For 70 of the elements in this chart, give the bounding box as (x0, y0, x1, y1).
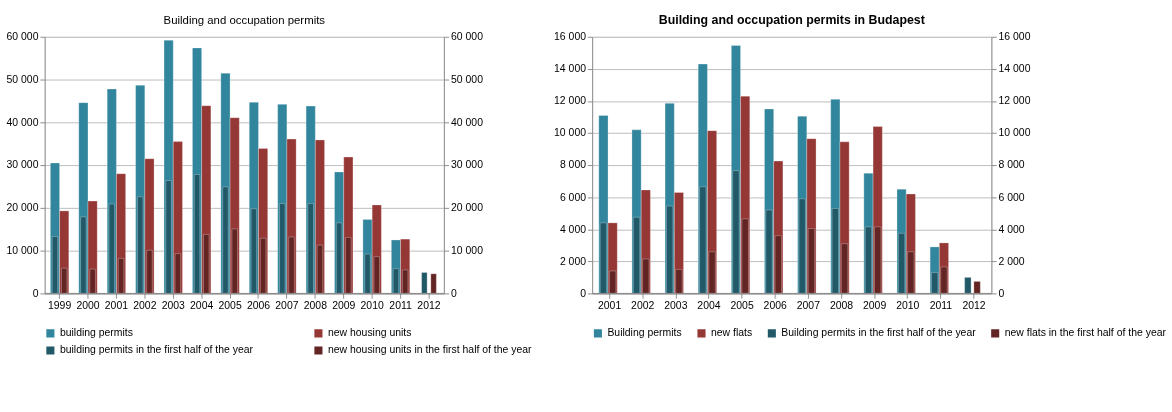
legend-label: building permits in the first half of the year (59, 344, 254, 356)
y2-tick-label: 50 000 (451, 73, 484, 85)
y2-tick-label: 30 000 (451, 159, 484, 171)
y2-tick-label: 0 (998, 287, 1005, 299)
y-tick-label: 16 000 (554, 31, 587, 43)
y-tick-label: 6 000 (559, 191, 587, 203)
x-tick-label: 2012 (962, 300, 986, 312)
x-tick-label: 2001 (104, 300, 129, 312)
legend-label: Building permits (607, 327, 682, 339)
x-tick-label: 2004 (190, 300, 214, 312)
y-tick-label: 14 000 (554, 63, 587, 75)
legend-label: new flats (710, 327, 753, 339)
y2-tick-label: 14 000 (998, 63, 1031, 75)
x-tick-label: 2008 (829, 300, 854, 312)
x-tick-label: 2005 (218, 300, 242, 312)
y-tick-label: 0 (580, 287, 587, 299)
y-tick-label: 12 000 (554, 95, 587, 107)
x-tick-label: 2002 (133, 300, 157, 312)
x-tick-label: 2006 (246, 300, 271, 312)
chart-title: Building and occupation permits (163, 14, 326, 27)
x-tick-label: 2007 (796, 300, 821, 312)
bar (421, 272, 428, 294)
y2-tick-label: 10 000 (451, 244, 484, 256)
x-tick-label: 2011 (389, 300, 412, 312)
x-tick-label: 2010 (360, 300, 384, 312)
chart-title: Building and occupation permits in Budapest (658, 13, 925, 28)
y2-tick-label: 10 000 (998, 127, 1031, 139)
legend-label: new flats in the first half of the year (1004, 327, 1167, 339)
x-tick-label: 2012 (417, 300, 441, 312)
x-tick-label: 1999 (47, 300, 72, 312)
legend-label: new housing units (327, 327, 412, 339)
y-tick-label: 20 000 (6, 202, 39, 214)
y-tick-label: 0 (32, 287, 39, 299)
y-tick-label: 8 000 (559, 159, 587, 171)
x-tick-label: 2007 (275, 300, 299, 312)
x-tick-label: 2008 (303, 300, 328, 312)
y-tick-label: 2 000 (559, 255, 587, 267)
y-tick-label: 4 000 (559, 223, 587, 235)
y2-tick-label: 0 (451, 287, 458, 299)
legend-label: building permits (59, 327, 133, 339)
y2-tick-label: 20 000 (451, 202, 484, 214)
y2-tick-label: 4 000 (998, 223, 1025, 235)
y-tick-label: 30 000 (6, 159, 39, 171)
bar (430, 273, 437, 294)
y-tick-label: 50 000 (6, 73, 39, 85)
y2-tick-label: 16 000 (998, 31, 1031, 43)
x-tick-label: 2003 (161, 300, 186, 312)
legend-label: Building permits in the first half of the year (781, 327, 977, 339)
x-tick-label: 2006 (763, 300, 788, 312)
y2-tick-label: 40 000 (451, 116, 484, 128)
x-tick-label: 2001 (597, 300, 622, 312)
y2-tick-label: 8 000 (998, 159, 1025, 171)
y-tick-label: 10 000 (6, 244, 39, 256)
y2-tick-label: 6 000 (998, 191, 1025, 203)
x-tick-label: 2002 (631, 300, 655, 312)
y2-tick-label: 2 000 (998, 255, 1025, 267)
legend-label: new housing units in the first half of the year (327, 344, 533, 356)
x-tick-label: 2010 (896, 300, 920, 312)
y-tick-label: 60 000 (6, 31, 39, 43)
x-tick-label: 2005 (730, 300, 754, 312)
y-tick-label: 40 000 (6, 116, 39, 128)
x-tick-label: 2009 (863, 300, 887, 312)
x-tick-label: 2009 (332, 300, 356, 312)
x-tick-label: 2003 (664, 300, 688, 312)
y-tick-label: 10 000 (554, 127, 587, 139)
x-tick-label: 2004 (697, 300, 721, 312)
y2-tick-label: 12 000 (998, 95, 1031, 107)
x-tick-label: 2000 (76, 300, 100, 312)
y2-tick-label: 60 000 (451, 31, 484, 43)
x-tick-label: 2011 (929, 300, 953, 312)
